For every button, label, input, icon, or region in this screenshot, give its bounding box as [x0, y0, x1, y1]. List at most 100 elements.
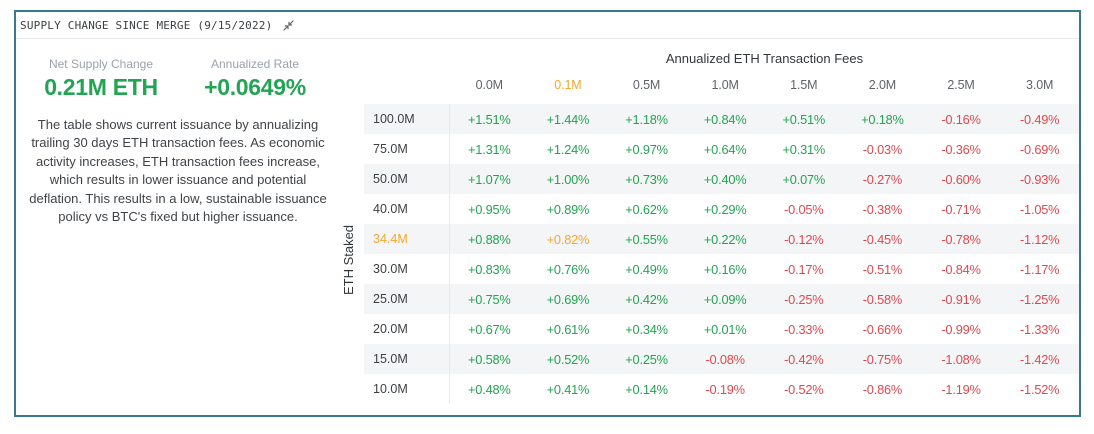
fee-impact-cell: +0.51% — [782, 111, 826, 127]
supply-change-card: SUPPLY CHANGE SINCE MERGE (9/15/2022) Ne… — [14, 10, 1081, 417]
fee-impact-cell: +1.31% — [468, 141, 511, 157]
fee-impact-cell: -1.08% — [941, 351, 981, 367]
staked-row-label: 75.0M — [364, 134, 450, 164]
staked-row-label: 34.4M — [364, 224, 450, 254]
fee-impact-cell: +0.29% — [703, 201, 747, 217]
fee-impact-cell: +0.22% — [703, 231, 747, 247]
staked-row-label: 20.0M — [364, 314, 450, 344]
fee-impact-cell: -0.25% — [784, 291, 824, 307]
fee-column-header: 0.5M — [632, 78, 661, 92]
collapse-icon[interactable] — [281, 18, 295, 32]
fee-impact-cell: -1.42% — [1020, 351, 1060, 367]
table-row: 34.4M +0.88% +0.82% +0.55% +0.22% -0.12% -0.45… — [364, 224, 1079, 254]
table-row: 30.0M +0.83% +0.76% +0.49% +0.16% -0.17% -0.51… — [364, 254, 1079, 284]
fee-impact-cell: -0.36% — [941, 141, 981, 157]
fee-impact-cell: -0.03% — [862, 141, 903, 157]
fee-impact-cell: -0.91% — [941, 291, 981, 307]
fee-impact-cell: -1.17% — [1020, 261, 1060, 277]
fee-impact-cell: -0.69% — [1020, 141, 1060, 157]
fee-impact-cell: +0.82% — [546, 231, 590, 247]
table-row: 15.0M +0.58% +0.52% +0.25% -0.08% -0.42% -0.75… — [364, 344, 1079, 374]
fee-impact-cell: +1.18% — [625, 111, 668, 127]
fee-header-row: 0.0M 0.1M 0.5M 1.0M 1.5M 2.0M 2.5M 3.0M — [364, 66, 1079, 104]
fee-impact-cell: -0.45% — [862, 231, 903, 247]
fee-impact-cell: -0.33% — [784, 321, 824, 337]
fee-impact-cell: +0.07% — [782, 171, 826, 187]
fee-impact-cell: +0.75% — [468, 291, 511, 307]
fee-column-header: 3.0M — [1025, 78, 1054, 92]
fee-impact-cell: -0.84% — [941, 261, 981, 277]
fee-impact-cell: +1.51% — [468, 111, 511, 127]
fee-impact-cell: -1.33% — [1020, 321, 1060, 337]
fee-impact-cell: +0.62% — [625, 201, 668, 217]
fee-impact-cell: +1.00% — [546, 171, 590, 187]
table-body: ETH Staked 100.0M +1.51% +1.44% +1.18% +0.84… — [338, 104, 1079, 415]
fee-impact-cell: -0.27% — [862, 171, 903, 187]
fee-impact-cell: +0.97% — [625, 141, 668, 157]
staked-row-label: 25.0M — [364, 284, 450, 314]
fee-impact-cell: -0.19% — [705, 381, 746, 397]
fee-impact-cell: +0.89% — [546, 201, 590, 217]
fee-column-header: 1.5M — [790, 78, 818, 92]
fee-impact-cell: +0.88% — [468, 231, 511, 247]
fee-column-header: 0.1M — [554, 78, 582, 92]
card-title: SUPPLY CHANGE SINCE MERGE (9/15/2022) — [20, 18, 273, 32]
fee-impact-cell: +0.73% — [625, 171, 668, 187]
fee-column-header: 2.0M — [868, 78, 897, 92]
fee-impact-cell: +0.34% — [625, 321, 668, 337]
fee-impact-cell: +0.41% — [546, 381, 590, 397]
fee-impact-cell: -0.58% — [862, 291, 903, 307]
table-row: 25.0M +0.75% +0.69% +0.42% +0.09% -0.25% -0.58… — [364, 284, 1079, 314]
card-header: SUPPLY CHANGE SINCE MERGE (9/15/2022) — [16, 12, 1079, 39]
staked-row-label: 10.0M — [364, 374, 450, 404]
net-supply-change-stat: Net Supply Change 0.21M ETH — [24, 57, 178, 101]
fee-impact-cell: +0.64% — [703, 141, 747, 157]
fee-impact-cell: +0.42% — [625, 291, 668, 307]
fee-impact-cell: -1.25% — [1020, 291, 1060, 307]
fee-impact-cell: -0.52% — [784, 381, 824, 397]
fee-impact-cell: -0.75% — [862, 351, 903, 367]
fee-impact-cell: +0.31% — [782, 141, 826, 157]
fee-impact-cell: +0.01% — [703, 321, 747, 337]
fee-impact-cell: -0.99% — [941, 321, 981, 337]
card-body: Net Supply Change 0.21M ETH Annualized R… — [16, 39, 1079, 415]
fee-impact-cell: -0.60% — [941, 171, 981, 187]
fee-impact-cell: -0.49% — [1020, 111, 1060, 127]
fee-impact-cell: -0.51% — [862, 261, 903, 277]
fee-impact-cell: +0.18% — [861, 111, 904, 127]
fee-impact-cell: -0.93% — [1020, 171, 1060, 187]
fee-column-header: 0.0M — [475, 78, 503, 92]
fee-impact-cell: +0.48% — [468, 381, 511, 397]
stat-label: Annualized Rate — [210, 57, 300, 71]
staked-row-label: 40.0M — [364, 194, 450, 224]
fee-impact-cell: -1.52% — [1020, 381, 1060, 397]
fee-impact-cell: +0.76% — [546, 261, 590, 277]
fee-impact-cell: -1.05% — [1020, 201, 1060, 217]
staked-row-label: 30.0M — [364, 254, 450, 284]
fee-impact-cell: -1.12% — [1020, 231, 1060, 247]
fee-impact-cell: -0.12% — [784, 231, 824, 247]
fee-impact-cell: +0.40% — [703, 171, 747, 187]
y-axis-label: ETH Staked — [341, 224, 356, 295]
fee-impact-cell: -0.71% — [941, 201, 981, 217]
fee-impact-cell: +0.49% — [625, 261, 668, 277]
staked-row-label: 15.0M — [364, 344, 450, 374]
fee-impact-cell: +0.09% — [703, 291, 747, 307]
table-row: 40.0M +0.95% +0.89% +0.62% +0.29% -0.05% -0.38… — [364, 194, 1079, 224]
fee-impact-cell: -0.05% — [784, 201, 824, 217]
fees-table-panel: Annualized ETH Transaction Fees 0.0M 0.1M… — [338, 39, 1079, 415]
table-row: 10.0M +0.48% +0.41% +0.14% -0.19% -0.52% -0.86… — [364, 374, 1079, 404]
stats-row: Net Supply Change 0.21M ETH Annualized R… — [24, 57, 332, 101]
fee-impact-cell: -0.86% — [862, 381, 903, 397]
fee-impact-cell: +1.24% — [546, 141, 590, 157]
table-title: Annualized ETH Transaction Fees — [665, 51, 864, 66]
fee-impact-cell: +1.07% — [468, 171, 511, 187]
fee-impact-cell: -0.66% — [862, 321, 903, 337]
stat-label: Net Supply Change — [48, 57, 154, 71]
fee-impact-cell: +0.69% — [546, 291, 590, 307]
fee-impact-cell: +0.25% — [625, 351, 668, 367]
description-text: The table shows current issuance by annu… — [29, 117, 327, 225]
staked-row-label: 100.0M — [364, 104, 450, 134]
staked-row-label: 50.0M — [364, 164, 450, 194]
fee-column-header: 2.5M — [947, 78, 975, 92]
